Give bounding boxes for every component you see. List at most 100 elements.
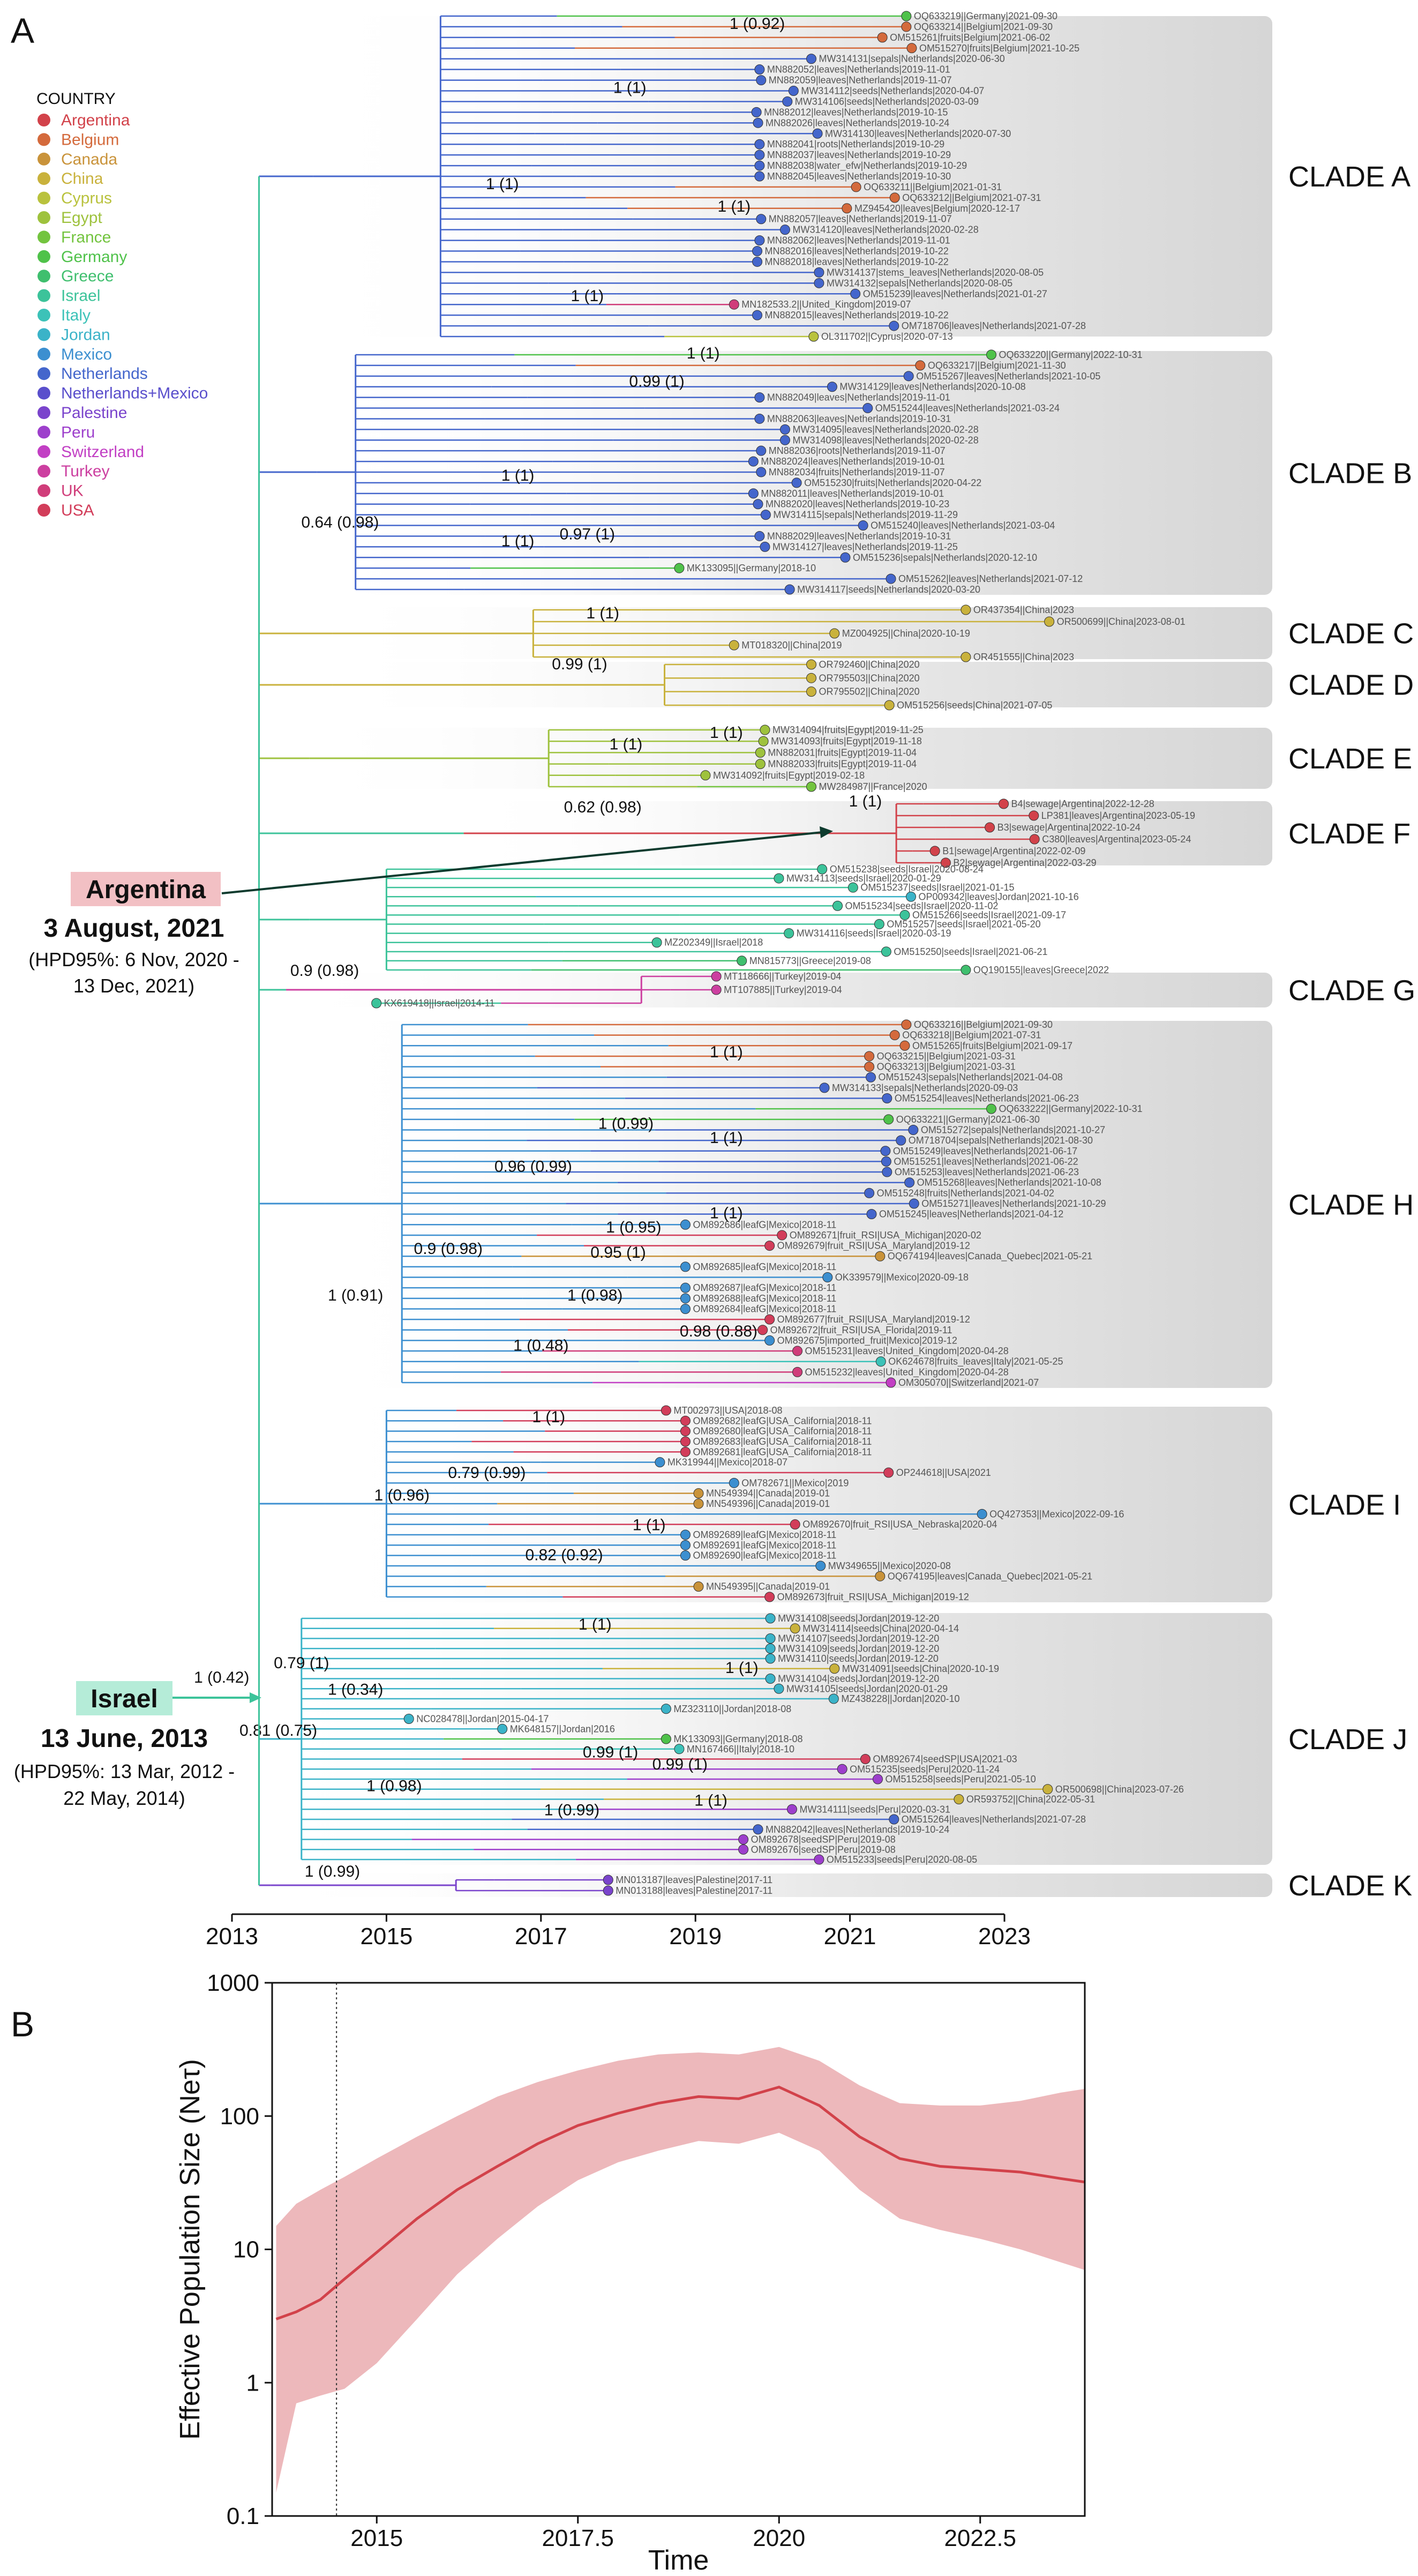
tip-node [961, 965, 971, 975]
node-support: 1 (0.34) [328, 1681, 383, 1699]
node-support: 1 (1) [687, 345, 720, 362]
legend-label-greece: Greece [61, 267, 114, 285]
tip-label: MW314120|leaves|Netherlands|2020-02-28 [792, 225, 978, 235]
tip-node [754, 531, 765, 541]
node-support: 0.79 (1) [274, 1654, 329, 1672]
tip-label: OQ633219||Germany|2021-09-30 [914, 11, 1057, 21]
x-tick-label: 2015 [350, 2525, 403, 2551]
skyline-chart: 0.1 1 10 100 1000 2015 2017.5 2020 2022.5 Time Eff… [175, 1970, 1086, 2576]
tip-node [693, 1488, 704, 1499]
tip-label: MN882041|roots|Netherlands|2019-10-29 [767, 139, 944, 150]
y-tick-label: 0.1 [227, 2503, 259, 2529]
tip-label: NC028478||Jordan|2015-04-17 [416, 1714, 549, 1724]
tip-node [901, 1019, 912, 1030]
tip-label: OM892671|fruit_RSI|USA_Michigan|2020-02 [790, 1230, 981, 1241]
tip-node [877, 32, 888, 43]
tip-label: OM718704|sepals|Netherlands|2021-08-30 [909, 1135, 1093, 1146]
node-support: 0.99 (1) [629, 373, 684, 391]
israel-label: Israel [91, 1685, 157, 1713]
tip-label: OM515245|leaves|Netherlands|2021-04-12 [879, 1209, 1063, 1220]
tip-label: B1|sewage|Argentina|2022-02-09 [942, 846, 1085, 856]
clade-band-clade-a [302, 16, 1273, 337]
tip-node [904, 1177, 915, 1188]
tip-label: OM892678|seedSP|Peru|2019-08 [751, 1834, 896, 1845]
tip-label: OM515265|fruits|Belgium|2021-09-17 [912, 1040, 1072, 1051]
tip-node [753, 1824, 763, 1835]
tip-node [864, 1062, 875, 1072]
tip-label: OM515257|seeds|Israel|2021-05-20 [887, 919, 1040, 930]
tip-node [837, 1764, 847, 1774]
tip-node [858, 520, 868, 531]
node-support: 1 (1) [710, 1204, 743, 1222]
tip-label: MN882026|leaves|Netherlands|2019-10-24 [766, 117, 949, 128]
tip-node [748, 488, 759, 499]
node-support: 0.9 (0.98) [414, 1240, 483, 1258]
tip-node [711, 971, 722, 982]
tip-node [884, 700, 895, 711]
tip-label: MW314113|seeds|Israel|2020-01-29 [786, 873, 941, 884]
tip-label: OK339579||Mexico|2020-09-18 [835, 1272, 969, 1283]
tip-node [754, 160, 765, 171]
tip-label: MT107885||Turkey|2019-04 [724, 984, 842, 995]
clade-band-clade-e [298, 728, 1273, 789]
tip-node [790, 1519, 800, 1530]
tip-label: OM892670|fruit_RSI|USA_Nebraska|2020-04 [802, 1519, 997, 1530]
tip-label: OQ633215||Belgium|2021-03-31 [877, 1051, 1016, 1062]
legend-swatch-jordan [37, 328, 50, 341]
tip-node [986, 349, 996, 360]
node-support: 0.96 (0.99) [494, 1158, 572, 1176]
tip-node [497, 1723, 508, 1734]
tip-label: OQ633214||Belgium|2021-09-30 [914, 21, 1053, 32]
tip-node [753, 117, 763, 128]
legend-label-netherlands: Netherlands [61, 365, 148, 383]
tip-node [886, 1377, 896, 1388]
tip-label: OM892681|leafG|USA_California|2018-11 [693, 1446, 872, 1458]
argentina-hpd-end: 13 Dec, 2021) [73, 975, 194, 997]
tip-label: MN882012|leaves|Netherlands|2019-10-15 [764, 107, 948, 117]
tip-node [779, 225, 790, 235]
tip-label: MW314098|leaves|Netherlands|2020-02-28 [792, 435, 978, 445]
tip-node [760, 725, 770, 735]
node-support: 0.99 (1) [552, 655, 607, 673]
clade-band-clade-d [321, 662, 1273, 707]
tip-node [842, 203, 852, 214]
tip-label: OM892677|fruit_RSI|USA_Maryland|2019-12 [777, 1314, 970, 1325]
clade-label-clade-d: CLADE D [1288, 669, 1414, 701]
node-support: 0.64 (0.98) [301, 514, 379, 532]
tip-node [758, 736, 769, 746]
tip-node [986, 1103, 996, 1114]
tip-label: MW314107|seeds|Jordan|2019-12-20 [778, 1633, 939, 1644]
tree-axis-tick-label: 2021 [824, 1923, 876, 1950]
tip-label: MW314129|leaves|Netherlands|2020-10-08 [839, 382, 1025, 392]
tip-node [814, 267, 824, 278]
tip-node [680, 1293, 691, 1304]
tip-label: OM892690|leafG|Mexico|2018-11 [693, 1550, 836, 1561]
tip-label: OL311702||Cyprus|2020-07-13 [821, 331, 953, 342]
tree-axis-tick-label: 2013 [206, 1923, 258, 1950]
legend-label-switzerland: Switzerland [61, 443, 144, 461]
tip-label: MW314092|fruits|Egypt|2019-02-18 [713, 770, 865, 781]
tip-label: OM892691|leafG|Mexico|2018-11 [693, 1540, 836, 1550]
tip-node [755, 747, 766, 758]
tip-label: MN882024|leaves|Netherlands|2019-10-01 [761, 456, 944, 467]
tip-node [760, 510, 771, 520]
tip-node [889, 320, 899, 331]
tip-node [875, 1356, 886, 1367]
tip-label: OM892688|leafG|Mexico|2018-11 [693, 1293, 836, 1304]
tip-node [874, 919, 884, 930]
tip-node [866, 1209, 877, 1220]
clade-band-clade-j [256, 1613, 1272, 1865]
tip-label: OQ633218||Belgium|2021-07-31 [902, 1030, 1041, 1041]
node-support: 0.99 (1) [583, 1744, 638, 1761]
node-support: 1 (1) [486, 175, 519, 193]
country-legend: COUNTRY Argentina Belgium Canada China Cypru… [36, 90, 208, 519]
tip-node [1029, 810, 1039, 821]
tip-node [752, 256, 763, 267]
tip-label: MT018320||China|2019 [741, 640, 842, 651]
tip-node [860, 1754, 871, 1764]
tip-node [371, 998, 382, 1009]
legend-label-argentina: Argentina [61, 111, 130, 129]
tip-label: OM515239|leaves|Netherlands|2021-01-27 [863, 288, 1047, 299]
tip-node [754, 235, 765, 246]
tip-node [908, 1124, 919, 1135]
